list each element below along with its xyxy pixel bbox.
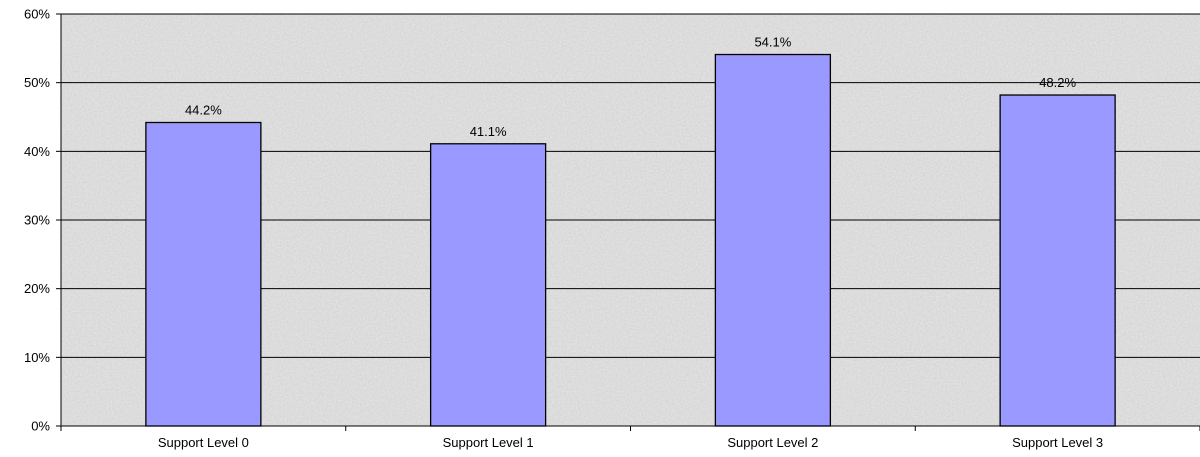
x-tick-label: Support Level 2	[727, 435, 818, 450]
bar	[429, 143, 547, 427]
bar	[714, 53, 832, 427]
data-label: 44.2%	[185, 102, 222, 117]
y-tick-label: 30%	[24, 213, 50, 228]
y-tick-label: 60%	[24, 7, 50, 22]
y-tick-label: 20%	[24, 281, 50, 296]
x-tick-label: Support Level 1	[443, 435, 534, 450]
bars	[145, 53, 1116, 427]
bar	[999, 94, 1116, 427]
x-axis: Support Level 0 Support Level 1 Support Le…	[60, 425, 1200, 450]
y-tick-label: 40%	[24, 144, 50, 159]
data-label: 54.1%	[754, 35, 791, 50]
y-tick-label: 10%	[24, 350, 50, 365]
y-tick-label: 50%	[24, 75, 50, 90]
bar	[145, 121, 262, 427]
y-tick-label: 0%	[31, 419, 50, 434]
x-tick-label: Support Level 3	[1012, 435, 1103, 450]
data-label: 41.1%	[470, 124, 507, 139]
x-tick-label: Support Level 0	[158, 435, 249, 450]
y-axis: 0% 10% 20% 30% 40% 50% 60%	[24, 7, 62, 434]
data-label: 48.2%	[1039, 75, 1076, 90]
data-labels: 44.2% 41.1% 54.1% 48.2%	[185, 35, 1077, 139]
